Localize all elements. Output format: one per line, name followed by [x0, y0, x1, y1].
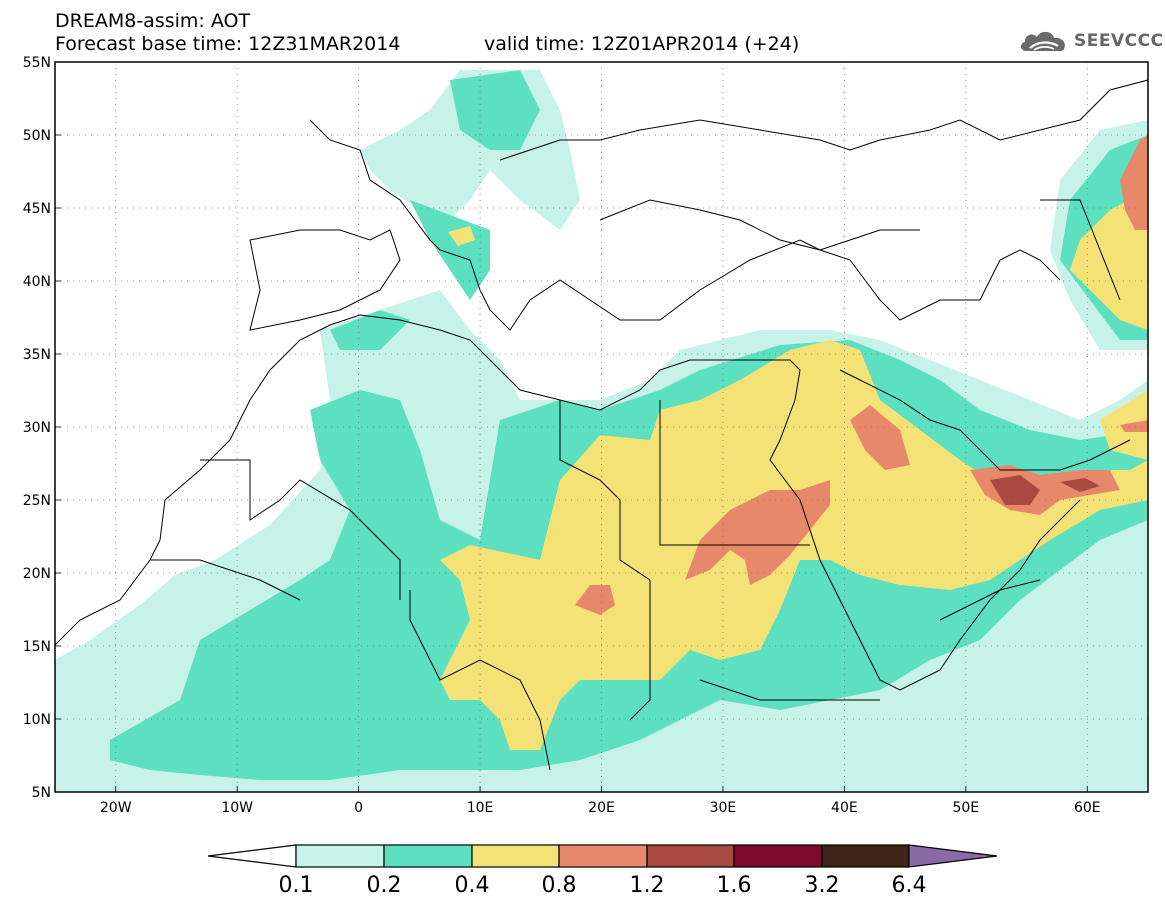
aot-region-high	[685, 480, 830, 585]
colorbar-bin	[558, 844, 648, 868]
aot-region-high	[850, 405, 910, 470]
lon-label: 50E	[952, 800, 979, 816]
lat-label: 45N	[23, 201, 51, 217]
aot-region-moderate	[450, 70, 540, 150]
colorbar-bin	[646, 844, 735, 868]
colorbar-level-label: 6.4	[892, 873, 927, 898]
lat-label: 40N	[23, 274, 51, 290]
lat-label: 15N	[23, 639, 51, 655]
aot-region-elevated	[448, 226, 475, 246]
aot-region-high	[575, 585, 615, 615]
aot-region-very-high	[990, 475, 1040, 505]
aot-region-very-high	[1060, 478, 1100, 492]
base-time: Forecast base time: 12Z31MAR2014	[55, 33, 401, 55]
lon-label: 10W	[221, 800, 253, 816]
lat-label: 55N	[23, 55, 51, 71]
colorbar-level-label: 0.1	[279, 873, 314, 898]
country-borders	[55, 79, 1148, 771]
colorbar-level-label: 0.2	[367, 873, 402, 898]
colorbar-level-label: 1.6	[717, 873, 752, 898]
colorbar-level-label: 0.8	[542, 873, 577, 898]
lat-label: 50N	[23, 128, 51, 144]
colorbar-level-label: 0.4	[455, 873, 490, 898]
latitude-labels: 55N 50N 45N 40N 35N 30N 25N 20N 15N 10N 5N	[23, 55, 51, 801]
colorbar-min-arrow	[207, 844, 297, 868]
lon-label: 20W	[100, 800, 132, 816]
colorbar-bin	[295, 844, 385, 868]
aot-region-elevated	[1070, 190, 1148, 330]
logo-text: SEEVCCC	[1074, 31, 1164, 51]
colorbar-bin	[821, 844, 910, 868]
colorbar-labels: 0.1 0.2 0.4 0.8 1.2 1.6 3.2 6.4	[279, 873, 927, 898]
lat-label: 20N	[23, 566, 51, 582]
colorbar: 0.1 0.2 0.4 0.8 1.2 1.6 3.2 6.4	[207, 844, 998, 898]
lon-label: 40E	[831, 800, 858, 816]
map-frame	[54, 61, 1149, 793]
aot-region-high	[1120, 135, 1148, 230]
lon-label: 30E	[710, 800, 737, 816]
lat-label: 30N	[23, 420, 51, 436]
aot-field-layer	[55, 70, 1148, 792]
colorbar-bin	[471, 844, 560, 868]
lat-label: 10N	[23, 712, 51, 728]
lat-label: 25N	[23, 493, 51, 509]
product-title: DREAM8-assim: AOT	[55, 10, 251, 32]
lon-label: 20E	[588, 800, 615, 816]
colorbar-level-label: 3.2	[805, 873, 840, 898]
aot-region-moderate	[410, 200, 490, 300]
lat-label: 5N	[32, 785, 51, 801]
lon-label: 0	[354, 800, 363, 816]
cloud-icon	[1020, 31, 1065, 51]
aot-region-high	[1120, 420, 1148, 432]
colorbar-bin	[383, 844, 473, 868]
colorbar-bin	[733, 844, 823, 868]
longitude-labels: 20W 10W 0 10E 20E 30E 40E 50E 60E	[100, 800, 1101, 816]
aot-region-moderate	[330, 310, 410, 350]
lat-label: 35N	[23, 347, 51, 363]
seevccc-logo: SEEVCCC	[1018, 27, 1164, 55]
lon-label: 60E	[1074, 800, 1101, 816]
valid-time: valid time: 12Z01APR2014 (+24)	[484, 33, 800, 55]
colorbar-max-arrow	[908, 844, 998, 868]
colorbar-level-label: 1.2	[630, 873, 665, 898]
lon-label: 10E	[467, 800, 494, 816]
